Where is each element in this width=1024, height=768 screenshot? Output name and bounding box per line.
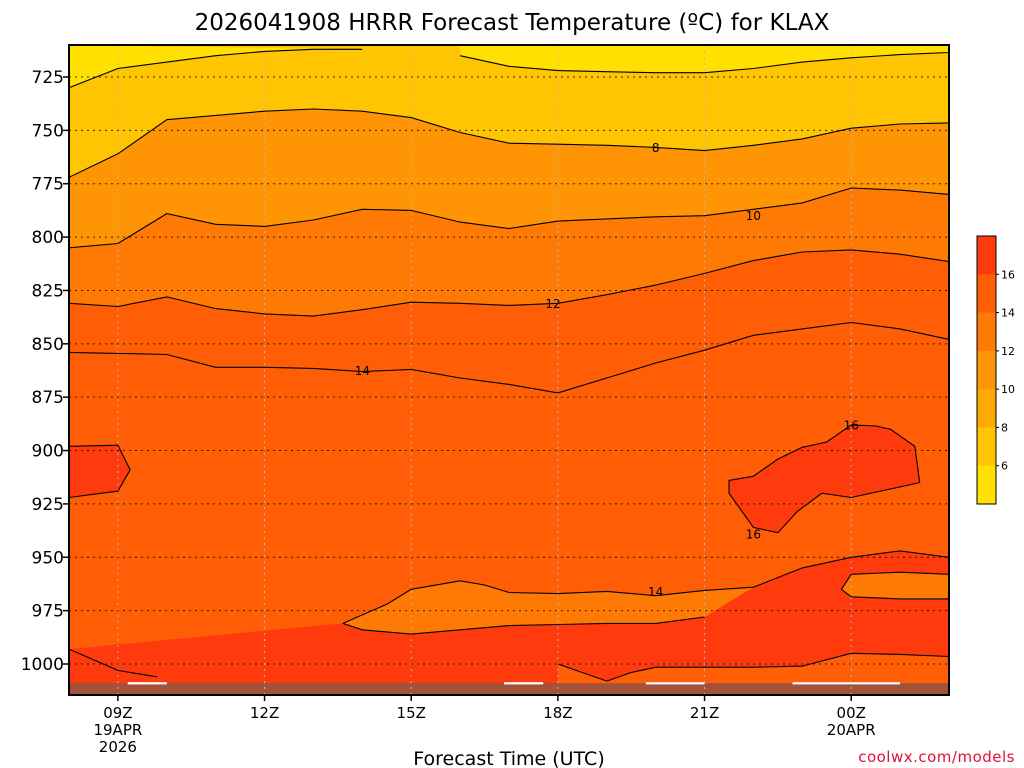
x-tick-label: 15Z <box>397 704 426 722</box>
contour-label: 8 <box>652 141 660 155</box>
isotherm-14 <box>342 616 705 635</box>
y-tick-label: 950 <box>32 548 64 568</box>
colorbar-frame <box>976 235 997 505</box>
x-tick-label: 18Z <box>543 704 572 722</box>
contour-label: 14 <box>648 585 663 599</box>
colorbar-swatch <box>977 427 996 467</box>
colorbar-swatch <box>977 465 996 505</box>
isotherm-16 <box>69 648 158 678</box>
isotherm-lines <box>69 48 949 682</box>
y-tick-label: 800 <box>32 228 64 248</box>
colorbar-label: 16 <box>1001 268 1015 281</box>
band-12-14-bump <box>342 580 754 635</box>
isotherm-10 <box>69 187 949 249</box>
horizontal-gridlines <box>69 76 949 665</box>
x-axis-title: Forecast Time (UTC) <box>413 748 604 768</box>
band-14-16-surface <box>557 653 949 686</box>
ground-layer <box>69 682 949 695</box>
band-6-8 <box>69 45 949 178</box>
y-tick-label: 875 <box>32 388 64 408</box>
band-12-14-lens <box>841 572 949 599</box>
contour-label: 16 <box>844 418 859 432</box>
plot-frame <box>68 44 950 696</box>
chart-title: 2026041908 HRRR Forecast Temperature (ºC… <box>195 10 830 36</box>
x-tick-label: 12Z <box>250 704 279 722</box>
ground-strip <box>69 683 949 695</box>
x-tick-label: 09Z <box>103 704 132 722</box>
isotherm-16 <box>728 424 921 534</box>
y-tick-label: 725 <box>32 68 64 88</box>
colorbar-label: 12 <box>1001 345 1015 358</box>
colorbar-swatch <box>977 312 996 352</box>
contour-label: 14 <box>355 364 370 378</box>
isotherm-6 <box>69 48 363 89</box>
y-tick-label: 900 <box>32 442 64 462</box>
surface-mark <box>792 682 901 685</box>
colorbar-swatch <box>977 389 996 428</box>
isotherm-14 <box>69 321 949 394</box>
isotherm-12 <box>69 249 949 317</box>
isotherm-6 <box>459 51 949 74</box>
y-tick-label: 775 <box>32 175 64 195</box>
isotherm-14 <box>342 550 949 624</box>
isotherm-16 <box>557 652 949 682</box>
y-tick-label: 925 <box>32 495 64 515</box>
colorbar-swatch <box>977 274 996 314</box>
colorbar-label: 8 <box>1001 421 1008 434</box>
contour-label: 16 <box>746 527 761 541</box>
credit-text: coolwx.com/models <box>858 748 1015 766</box>
y-tick-label: 850 <box>32 335 64 355</box>
isotherm-14 <box>840 571 949 600</box>
x-tick-label: 20APR <box>827 721 876 739</box>
x-tick-label: 2026 <box>99 738 137 756</box>
contour-label: 10 <box>746 209 761 223</box>
colorbar-label: 6 <box>1001 460 1008 473</box>
x-tick-label: 21Z <box>690 704 719 722</box>
contour-label: 12 <box>545 297 560 311</box>
colorbar-swatch <box>977 350 996 390</box>
y-tick-label: 825 <box>32 281 64 301</box>
band-lt6-left <box>69 45 363 88</box>
band-gt16-cell <box>729 424 920 533</box>
colorbar-label: 10 <box>1001 383 1015 396</box>
y-tick-label: 1000 <box>21 655 64 675</box>
isotherm-labels: 8 10 12 14 14 16 16 <box>355 141 859 599</box>
band-gt16-surface-left <box>69 649 157 686</box>
temperature-bands <box>69 45 949 686</box>
y-tick-label: 750 <box>32 121 64 141</box>
band-gt16-cell <box>69 445 131 498</box>
surface-mark <box>504 682 544 685</box>
surface-mark <box>127 682 167 685</box>
y-axis: 725 750 775 800 825 850 875 900 925 950 975 1000 <box>21 68 69 675</box>
colorbar: 16 14 12 10 8 6 <box>976 235 1015 505</box>
x-tick-label: 19APR <box>93 721 142 739</box>
y-tick-label: 975 <box>32 602 64 622</box>
isotherm-16 <box>69 444 131 499</box>
plot-area: 8 10 12 14 14 16 16 <box>69 45 949 695</box>
colorbar-label: 14 <box>1001 307 1015 320</box>
colorbar-swatch <box>977 236 996 275</box>
x-tick-label: 00Z <box>837 704 866 722</box>
isotherm-8 <box>69 108 949 178</box>
surface-mark <box>645 682 705 685</box>
